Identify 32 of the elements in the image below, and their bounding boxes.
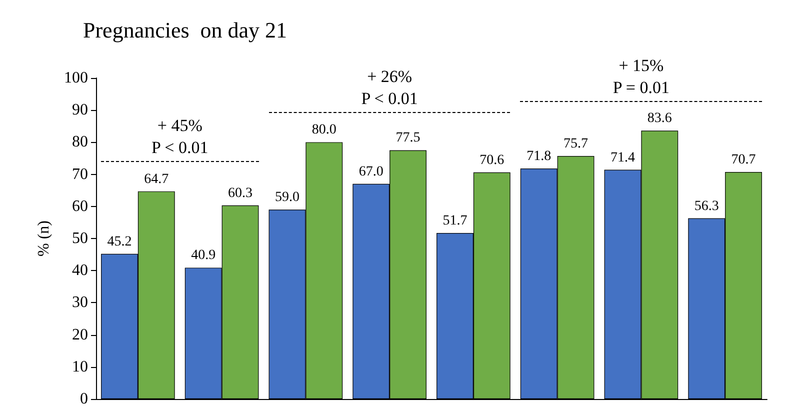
- data-label: 60.3: [228, 186, 253, 201]
- y-tick-label: 80: [72, 134, 88, 151]
- annotation: + 45% P < 0.01: [150, 115, 210, 160]
- data-label: 71.8: [526, 149, 552, 164]
- y-tick-label: 10: [72, 358, 88, 376]
- annotation: + 26% P < 0.01: [360, 66, 419, 110]
- y-tick-label: 30: [72, 294, 88, 312]
- data-label: 70.7: [731, 152, 756, 168]
- y-tick-label: 60: [72, 198, 88, 215]
- y-tick-label: 90: [72, 102, 88, 119]
- y-axis-title: % (n): [36, 220, 52, 256]
- y-tick-label: 40: [72, 262, 88, 280]
- data-label: 51.7: [442, 214, 468, 229]
- annotation: + 15% P = 0.01: [612, 54, 671, 99]
- y-tick-label: 0: [80, 390, 88, 408]
- y-tick-label: 70: [72, 166, 88, 183]
- data-label: 70.6: [480, 152, 504, 168]
- data-label: 83.6: [647, 111, 672, 126]
- data-label: 80.0: [312, 122, 336, 138]
- data-label: 75.7: [564, 136, 588, 152]
- data-label: 67.0: [358, 164, 384, 180]
- data-label: 71.4: [610, 150, 635, 166]
- data-label: 40.9: [191, 248, 216, 264]
- data-label: 59.0: [274, 190, 300, 206]
- data-label: 77.5: [396, 130, 420, 146]
- y-tick-label: 50: [72, 230, 88, 247]
- data-label: 45.2: [107, 234, 132, 250]
- data-label: 56.3: [694, 198, 719, 214]
- chart-title: Pregnancies on day 21: [83, 18, 288, 42]
- y-tick-label: 20: [72, 326, 88, 344]
- y-tick-label: 100: [64, 70, 88, 86]
- data-label: 64.7: [144, 172, 169, 187]
